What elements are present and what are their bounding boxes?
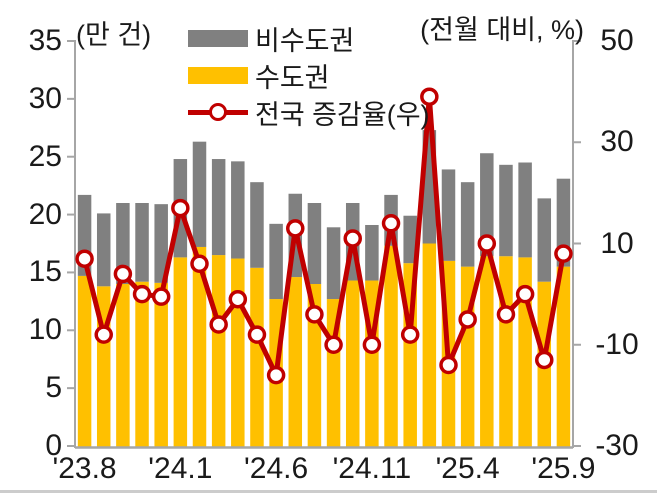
rate-marker bbox=[439, 355, 458, 375]
legend-label-noncapital: 비수도권 bbox=[255, 26, 355, 56]
rate-marker bbox=[458, 310, 477, 329]
rate-line-marker-icon bbox=[209, 103, 227, 121]
bar-segment-noncapital bbox=[231, 161, 245, 259]
bar-segment-capital bbox=[250, 267, 264, 447]
rate-marker bbox=[535, 350, 554, 370]
bar-segment-noncapital bbox=[518, 162, 532, 258]
rate-marker bbox=[228, 289, 248, 309]
right-axis-unit-label: (전월 대비, %) bbox=[420, 15, 584, 45]
rate-marker bbox=[515, 284, 535, 304]
legend-item-capital: 수도권 bbox=[188, 57, 430, 94]
rate-marker bbox=[554, 244, 573, 263]
left-axis-tick-label: 35 bbox=[28, 24, 62, 57]
rate-marker bbox=[324, 335, 343, 354]
rate-marker bbox=[266, 365, 286, 385]
bar-segment-noncapital bbox=[365, 224, 379, 281]
rate-marker bbox=[400, 325, 420, 344]
rate-line bbox=[82, 94, 566, 378]
bar-segment-capital bbox=[556, 266, 571, 447]
bar-segment-noncapital bbox=[326, 227, 341, 300]
legend-label-capital: 수도권 bbox=[255, 63, 330, 93]
x-axis-tick-label: '24.11 bbox=[332, 452, 412, 485]
rate-marker bbox=[151, 287, 171, 306]
bar-segment-capital bbox=[480, 256, 494, 447]
bar-segment-capital bbox=[192, 246, 207, 447]
left-axis-unit-label: (만 건) bbox=[76, 20, 152, 50]
bar-segment-noncapital bbox=[135, 203, 149, 282]
bar-segment-capital bbox=[211, 255, 226, 447]
bar-segment-capital bbox=[154, 282, 168, 447]
bar-segment-capital bbox=[231, 258, 245, 447]
left-axis-tick-label: 0 bbox=[45, 429, 62, 462]
rate-marker bbox=[305, 305, 324, 324]
bar-segment-noncapital bbox=[211, 159, 226, 256]
x-axis-tick-label: '23.8 bbox=[52, 452, 117, 485]
noncapital-swatch-icon bbox=[188, 30, 248, 47]
bar-segment-capital bbox=[345, 280, 360, 447]
bar-segment-capital bbox=[135, 281, 149, 447]
bar-segment-noncapital bbox=[441, 169, 456, 261]
right-axis-tick-label: -10 bbox=[595, 327, 639, 361]
x-axis-tick-label: '25.9 bbox=[531, 452, 596, 485]
rate-marker bbox=[190, 254, 209, 273]
legend-item-rate: 전국 증감율(우) bbox=[188, 94, 430, 131]
rate-marker bbox=[75, 249, 94, 268]
bar-segment-capital bbox=[422, 243, 437, 447]
rate-marker bbox=[286, 219, 305, 238]
rate-marker bbox=[247, 325, 267, 344]
bar-segment-noncapital bbox=[269, 223, 283, 300]
bar-segment-capital bbox=[307, 284, 322, 447]
rate-marker bbox=[420, 87, 439, 106]
rate-marker bbox=[132, 284, 152, 304]
left-axis-tick-label: 20 bbox=[28, 197, 62, 231]
rate-marker bbox=[113, 264, 133, 284]
left-axis-tick-label: 30 bbox=[28, 81, 62, 115]
right-axis-tick-label: -30 bbox=[595, 429, 639, 462]
bar-segment-capital bbox=[116, 284, 130, 447]
rate-marker bbox=[381, 214, 401, 233]
bar-segment-noncapital bbox=[403, 215, 417, 264]
image-bottom-border bbox=[0, 490, 657, 493]
right-axis-tick-label: 10 bbox=[600, 226, 634, 260]
capital-swatch-icon bbox=[188, 67, 248, 84]
bar-segment-noncapital bbox=[154, 204, 168, 283]
right-axis-tick-label: 50 bbox=[600, 24, 634, 57]
x-axis-tick-label: '24.6 bbox=[244, 452, 309, 485]
rate-marker bbox=[171, 198, 190, 218]
rate-marker bbox=[496, 305, 516, 324]
rate-marker bbox=[477, 234, 497, 253]
rate-marker bbox=[343, 229, 362, 248]
legend: 비수도권 수도권 전국 증감율(우) bbox=[188, 20, 430, 131]
bar-segment-capital bbox=[77, 275, 92, 447]
bar-segment-noncapital bbox=[460, 182, 475, 267]
bar-segment-noncapital bbox=[192, 141, 207, 247]
bar-segment-noncapital bbox=[499, 164, 513, 257]
left-axis-tick-label: 5 bbox=[45, 371, 62, 405]
bar-segment-capital bbox=[384, 245, 398, 447]
x-axis-tick-label: '25.4 bbox=[435, 452, 500, 485]
left-axis-tick-label: 15 bbox=[28, 255, 62, 289]
bar-segment-capital bbox=[288, 277, 303, 447]
bar-segment-noncapital bbox=[116, 203, 130, 284]
left-axis-tick-label: 10 bbox=[28, 313, 62, 347]
bar-segment-noncapital bbox=[250, 182, 264, 268]
rate-marker bbox=[362, 335, 382, 354]
bar-segment-noncapital bbox=[556, 178, 571, 267]
bar-segment-capital bbox=[499, 256, 513, 447]
rate-marker bbox=[209, 315, 228, 334]
rate-marker bbox=[94, 325, 113, 344]
bar-segment-noncapital bbox=[537, 198, 552, 282]
rate-line-swatch-icon bbox=[188, 103, 248, 122]
bar-segment-noncapital bbox=[480, 153, 494, 257]
bar-segment-noncapital bbox=[96, 213, 111, 287]
bar-segment-capital bbox=[173, 257, 188, 447]
legend-item-noncapital: 비수도권 bbox=[188, 20, 430, 57]
left-axis-tick-label: 25 bbox=[28, 139, 62, 173]
right-axis-tick-label: 30 bbox=[600, 125, 634, 159]
legend-label-rate: 전국 증감율(우) bbox=[255, 100, 430, 130]
x-axis-tick-label: '24.1 bbox=[148, 452, 213, 485]
bar-segment-noncapital bbox=[307, 203, 322, 284]
